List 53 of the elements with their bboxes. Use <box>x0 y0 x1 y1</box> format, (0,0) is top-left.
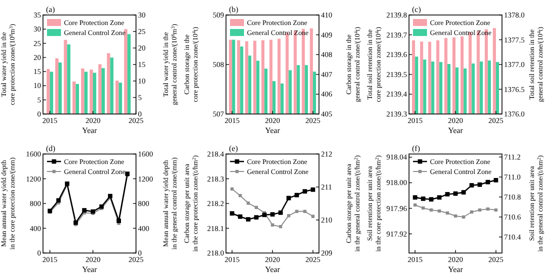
point <box>461 190 466 195</box>
point <box>302 189 308 194</box>
point <box>478 208 482 212</box>
point <box>82 208 87 213</box>
point <box>445 192 450 196</box>
x-axis-title: Year <box>448 265 464 274</box>
point <box>254 215 259 220</box>
point <box>486 207 490 211</box>
chart-title: (d) <box>46 144 56 153</box>
point <box>262 212 267 218</box>
x-axis-title: Year <box>82 265 98 274</box>
point <box>494 178 498 182</box>
point <box>238 194 242 198</box>
point <box>295 210 298 214</box>
chart-title: (b) <box>229 5 239 14</box>
point <box>470 210 474 214</box>
x-axis-title: Year <box>82 126 98 135</box>
point <box>412 195 418 200</box>
point <box>108 194 112 198</box>
chart-title: (a) <box>46 5 56 14</box>
point <box>230 211 234 216</box>
point <box>420 196 426 201</box>
point <box>453 191 458 196</box>
point <box>429 197 434 202</box>
point <box>486 180 490 184</box>
point <box>286 196 291 200</box>
chart-title: (e) <box>229 144 238 153</box>
chart-title: (f) <box>412 144 420 153</box>
point <box>422 206 425 210</box>
point <box>270 212 275 217</box>
point <box>294 192 299 198</box>
point <box>74 220 78 225</box>
point <box>278 210 283 215</box>
point <box>99 204 104 209</box>
point <box>246 217 250 222</box>
point <box>116 218 121 224</box>
point <box>246 202 250 205</box>
point <box>303 210 306 214</box>
point <box>469 183 474 188</box>
x-axis-title: Year <box>265 265 280 274</box>
point <box>438 209 441 213</box>
chart-title: (c) <box>412 5 422 14</box>
point <box>437 195 442 200</box>
point <box>310 187 316 192</box>
point <box>478 182 482 187</box>
point <box>254 206 258 210</box>
point <box>90 209 96 214</box>
point <box>238 214 242 219</box>
point <box>287 214 290 218</box>
x-axis-title: Year <box>265 126 280 135</box>
x-axis-title: Year <box>448 126 464 135</box>
point <box>56 198 61 203</box>
point <box>430 208 433 212</box>
